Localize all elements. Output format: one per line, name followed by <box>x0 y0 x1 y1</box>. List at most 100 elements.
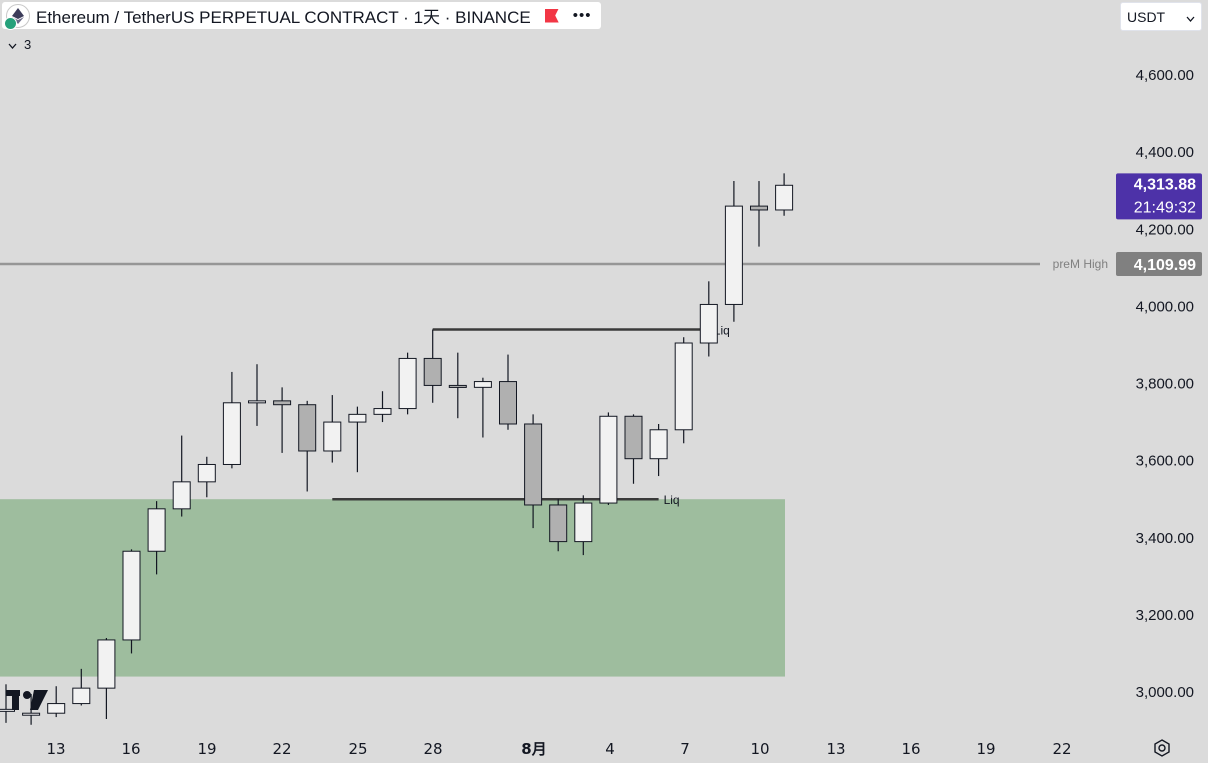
candle-body <box>574 502 593 543</box>
more-dots-icon[interactable]: ••• <box>572 7 592 24</box>
candle-body <box>674 342 693 431</box>
y-tick-label: 3,200.00 <box>1136 607 1194 624</box>
candle[interactable] <box>248 364 266 426</box>
candle-body <box>122 550 141 641</box>
tradingview-logo-icon[interactable] <box>6 688 50 717</box>
candle-body <box>624 415 643 460</box>
candle[interactable] <box>448 352 467 419</box>
y-tick-label: 4,400.00 <box>1136 144 1194 161</box>
candle[interactable] <box>72 668 91 706</box>
candle-body <box>448 384 467 388</box>
candle-body <box>97 639 116 689</box>
candle-body <box>222 402 241 465</box>
symbol-title: Ethereum / TetherUS PERPETUAL CONTRACT ·… <box>36 8 531 27</box>
candle[interactable] <box>649 423 668 477</box>
candle[interactable] <box>222 371 241 469</box>
candle[interactable] <box>775 173 794 216</box>
prem-high-label: preM High <box>1053 257 1108 271</box>
candle[interactable] <box>499 354 517 430</box>
candle-body <box>473 381 492 388</box>
x-tick-label: 13 <box>46 740 65 758</box>
candle-body <box>499 381 517 425</box>
candle-body <box>398 357 417 410</box>
indicator-count: 3 <box>24 37 32 52</box>
candle[interactable] <box>97 638 116 719</box>
y-tick-label: 3,000.00 <box>1136 684 1194 701</box>
candle-body <box>775 184 794 211</box>
current-price-label: 4,313.88 <box>1134 176 1196 193</box>
candle-body <box>298 404 317 452</box>
candle[interactable] <box>373 391 392 423</box>
candle[interactable] <box>750 181 768 247</box>
candle[interactable] <box>674 337 693 444</box>
candle-body <box>524 423 543 506</box>
candle-body <box>0 708 15 712</box>
candle[interactable] <box>298 400 317 492</box>
y-tick-label: 3,600.00 <box>1136 453 1194 470</box>
currency-value: USDT <box>1127 8 1166 25</box>
current-price-badge <box>1116 173 1202 220</box>
symbol-title-bar[interactable]: Ethereum / TetherUS PERPETUAL CONTRACT ·… <box>2 2 602 30</box>
flag-icon[interactable] <box>544 8 559 23</box>
liq-label: Liq <box>714 324 730 338</box>
x-tick-label: 13 <box>826 740 845 758</box>
candle[interactable] <box>574 495 593 556</box>
candle-body <box>72 687 91 705</box>
candle-body <box>22 712 41 716</box>
candle[interactable] <box>724 181 743 322</box>
candle-body <box>599 415 618 504</box>
tether-icon <box>4 16 17 30</box>
candle-body <box>373 408 392 415</box>
candle[interactable] <box>549 499 568 552</box>
settings-gear-icon[interactable] <box>1152 738 1172 763</box>
candle[interactable] <box>147 501 166 575</box>
x-tick-label: 28 <box>423 740 442 758</box>
candle-body <box>147 508 166 552</box>
candle[interactable] <box>348 406 367 473</box>
chevron-down-icon <box>1186 9 1195 25</box>
ethereum-icon <box>4 3 30 30</box>
candle-body <box>248 400 266 404</box>
indicator-legend-toggle[interactable]: 3 <box>8 37 31 52</box>
candle-body <box>549 504 568 543</box>
x-tick-label: 22 <box>272 740 291 758</box>
prem-high-price-label: 4,109.99 <box>1134 257 1196 274</box>
candle-body <box>323 421 342 452</box>
x-tick-label: 19 <box>197 740 216 758</box>
candle[interactable] <box>273 387 292 453</box>
y-tick-label: 3,400.00 <box>1136 530 1194 547</box>
y-tick-label: 4,600.00 <box>1136 67 1194 84</box>
candle-body <box>649 429 668 460</box>
currency-select[interactable]: USDT <box>1120 2 1202 31</box>
candle[interactable] <box>398 352 417 415</box>
candle-body <box>348 413 367 423</box>
x-tick-label: 19 <box>976 740 995 758</box>
candle[interactable] <box>524 414 543 529</box>
x-tick-label: 22 <box>1052 740 1071 758</box>
candle-body <box>273 400 292 406</box>
x-tick-label: 16 <box>901 740 920 758</box>
chevron-down-icon <box>8 37 17 52</box>
x-tick-label: 10 <box>750 740 769 758</box>
candle[interactable] <box>624 414 643 484</box>
candle[interactable] <box>197 456 216 498</box>
candle-body <box>724 205 743 305</box>
candle[interactable] <box>423 329 442 403</box>
candle[interactable] <box>323 395 342 463</box>
x-tick-label: 4 <box>605 740 615 758</box>
y-tick-label: 4,000.00 <box>1136 298 1194 315</box>
demand-zone <box>0 499 785 677</box>
bar-countdown-label: 21:49:32 <box>1134 199 1196 216</box>
candle[interactable] <box>699 281 718 357</box>
candle[interactable] <box>473 377 492 438</box>
x-tick-label: 8月 <box>521 740 546 758</box>
candle[interactable] <box>47 686 66 718</box>
y-tick-label: 4,200.00 <box>1136 221 1194 238</box>
candle[interactable] <box>599 412 618 505</box>
candle[interactable] <box>122 549 141 654</box>
candle-body <box>423 357 442 386</box>
candle-body <box>172 481 191 510</box>
candle[interactable] <box>172 435 191 517</box>
candle-body <box>197 463 216 483</box>
